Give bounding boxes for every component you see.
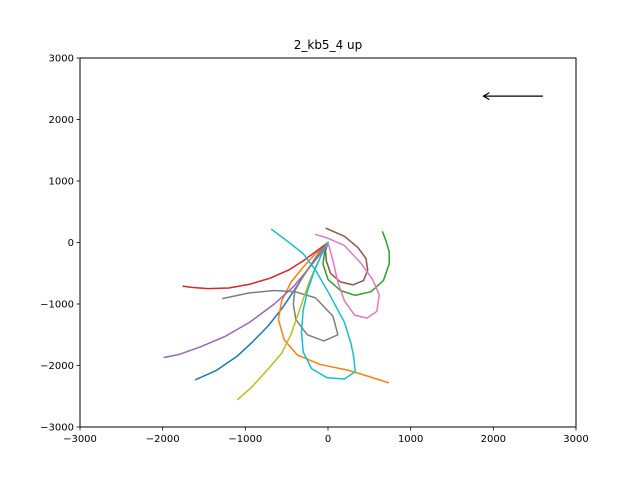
y-axis: −3000 −2000 −1000 0 1000 2000 3000	[40, 54, 80, 434]
x-tick-label: 1000	[398, 434, 423, 445]
x-tick-label: −1000	[228, 434, 262, 445]
series-line-6	[324, 227, 369, 286]
y-tick-label: 0	[68, 238, 74, 249]
x-tick-label: −2000	[146, 434, 180, 445]
series-line-5	[163, 241, 330, 359]
series-line-10	[270, 228, 357, 380]
arrow-head	[482, 92, 490, 101]
y-tick-label: −1000	[40, 300, 74, 311]
series-line-2	[277, 241, 390, 384]
series-line-4	[182, 241, 330, 290]
x-axis: −3000 −2000 −1000 0 1000 2000 3000	[63, 427, 589, 445]
y-tick-label: 2000	[49, 115, 74, 126]
y-tick-label: 1000	[49, 177, 74, 188]
y-tick-label: −3000	[40, 423, 74, 434]
series-line-7	[314, 233, 381, 319]
x-tick-label: 2000	[481, 434, 506, 445]
x-tick-label: 0	[325, 434, 331, 445]
x-tick-label: −3000	[63, 434, 97, 445]
chart-title: 2_kb5_4 up	[294, 38, 363, 52]
series-line-8	[222, 241, 339, 342]
y-tick-label: −2000	[40, 361, 74, 372]
x-tick-label: 3000	[563, 434, 588, 445]
series-layer	[163, 227, 390, 401]
series-line-3	[322, 231, 390, 297]
arrow-layer	[482, 92, 543, 101]
y-tick-label: 3000	[49, 54, 74, 65]
